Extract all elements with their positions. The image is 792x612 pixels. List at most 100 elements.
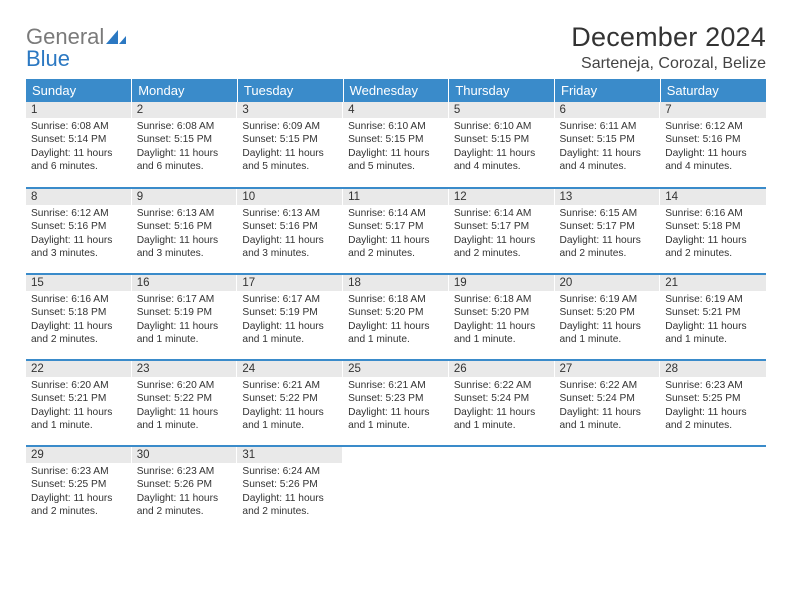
daylight-text: Daylight: 11 hours and 1 minute. [560, 406, 656, 433]
daylight-text: Daylight: 11 hours and 1 minute. [31, 406, 127, 433]
calendar-day-cell: 21Sunrise: 6:19 AMSunset: 5:21 PMDayligh… [660, 274, 766, 360]
day-number-empty [660, 447, 766, 463]
sunrise-text: Sunrise: 6:16 AM [665, 207, 761, 220]
sunrise-text: Sunrise: 6:20 AM [31, 379, 127, 392]
sunset-text: Sunset: 5:20 PM [348, 306, 444, 319]
day-number: 8 [26, 189, 132, 205]
day-number: 9 [132, 189, 238, 205]
sunrise-text: Sunrise: 6:23 AM [137, 465, 233, 478]
day-number: 18 [343, 275, 449, 291]
calendar-day-cell: 15Sunrise: 6:16 AMSunset: 5:18 PMDayligh… [26, 274, 132, 360]
logo: General Blue [26, 22, 126, 70]
sunset-text: Sunset: 5:20 PM [560, 306, 656, 319]
day-details: Sunrise: 6:18 AMSunset: 5:20 PMDaylight:… [449, 291, 555, 351]
day-number: 3 [237, 102, 343, 118]
day-number: 27 [555, 361, 661, 377]
calendar-day-cell: 19Sunrise: 6:18 AMSunset: 5:20 PMDayligh… [449, 274, 555, 360]
weekday-header: Wednesday [343, 79, 449, 102]
day-details: Sunrise: 6:17 AMSunset: 5:19 PMDaylight:… [132, 291, 238, 351]
weekday-header: Tuesday [237, 79, 343, 102]
calendar-week: 8Sunrise: 6:12 AMSunset: 5:16 PMDaylight… [26, 188, 766, 274]
sunset-text: Sunset: 5:14 PM [31, 133, 127, 146]
day-number: 29 [26, 447, 132, 463]
sunset-text: Sunset: 5:15 PM [348, 133, 444, 146]
day-details: Sunrise: 6:14 AMSunset: 5:17 PMDaylight:… [343, 205, 449, 265]
daylight-text: Daylight: 11 hours and 4 minutes. [454, 147, 550, 174]
day-number: 28 [660, 361, 766, 377]
sunset-text: Sunset: 5:15 PM [454, 133, 550, 146]
day-details: Sunrise: 6:15 AMSunset: 5:17 PMDaylight:… [555, 205, 661, 265]
calendar-day-cell: 7Sunrise: 6:12 AMSunset: 5:16 PMDaylight… [660, 102, 766, 188]
calendar-day-cell: 6Sunrise: 6:11 AMSunset: 5:15 PMDaylight… [555, 102, 661, 188]
day-number-empty [343, 447, 449, 463]
daylight-text: Daylight: 11 hours and 6 minutes. [31, 147, 127, 174]
day-details: Sunrise: 6:14 AMSunset: 5:17 PMDaylight:… [449, 205, 555, 265]
sunrise-text: Sunrise: 6:21 AM [348, 379, 444, 392]
day-number: 17 [237, 275, 343, 291]
sunset-text: Sunset: 5:18 PM [665, 220, 761, 233]
sunrise-text: Sunrise: 6:10 AM [348, 120, 444, 133]
calendar-day-cell: 2Sunrise: 6:08 AMSunset: 5:15 PMDaylight… [132, 102, 238, 188]
sunrise-text: Sunrise: 6:22 AM [560, 379, 656, 392]
daylight-text: Daylight: 11 hours and 3 minutes. [137, 234, 233, 261]
daylight-text: Daylight: 11 hours and 2 minutes. [560, 234, 656, 261]
calendar-head: SundayMondayTuesdayWednesdayThursdayFrid… [26, 79, 766, 102]
sunset-text: Sunset: 5:18 PM [31, 306, 127, 319]
daylight-text: Daylight: 11 hours and 4 minutes. [665, 147, 761, 174]
logo-text-blue: Blue [26, 46, 70, 71]
sunrise-text: Sunrise: 6:23 AM [31, 465, 127, 478]
day-details: Sunrise: 6:23 AMSunset: 5:25 PMDaylight:… [660, 377, 766, 437]
day-number: 6 [555, 102, 661, 118]
sunrise-text: Sunrise: 6:14 AM [348, 207, 444, 220]
day-number: 12 [449, 189, 555, 205]
day-details: Sunrise: 6:10 AMSunset: 5:15 PMDaylight:… [449, 118, 555, 178]
calendar-day-cell: 5Sunrise: 6:10 AMSunset: 5:15 PMDaylight… [449, 102, 555, 188]
day-number: 1 [26, 102, 132, 118]
calendar-day-cell: 17Sunrise: 6:17 AMSunset: 5:19 PMDayligh… [237, 274, 343, 360]
calendar-day-cell: 3Sunrise: 6:09 AMSunset: 5:15 PMDaylight… [237, 102, 343, 188]
day-details: Sunrise: 6:08 AMSunset: 5:14 PMDaylight:… [26, 118, 132, 178]
calendar-day-cell: 24Sunrise: 6:21 AMSunset: 5:22 PMDayligh… [237, 360, 343, 446]
sunset-text: Sunset: 5:17 PM [348, 220, 444, 233]
calendar-day-cell [449, 446, 555, 532]
day-details: Sunrise: 6:13 AMSunset: 5:16 PMDaylight:… [132, 205, 238, 265]
daylight-text: Daylight: 11 hours and 1 minute. [242, 406, 338, 433]
day-number: 22 [26, 361, 132, 377]
calendar-day-cell: 14Sunrise: 6:16 AMSunset: 5:18 PMDayligh… [660, 188, 766, 274]
day-number: 10 [237, 189, 343, 205]
day-number-empty [449, 447, 555, 463]
day-details: Sunrise: 6:17 AMSunset: 5:19 PMDaylight:… [237, 291, 343, 351]
day-details: Sunrise: 6:20 AMSunset: 5:22 PMDaylight:… [132, 377, 238, 437]
daylight-text: Daylight: 11 hours and 5 minutes. [242, 147, 338, 174]
calendar-day-cell: 28Sunrise: 6:23 AMSunset: 5:25 PMDayligh… [660, 360, 766, 446]
sunrise-text: Sunrise: 6:19 AM [560, 293, 656, 306]
daylight-text: Daylight: 11 hours and 1 minute. [348, 320, 444, 347]
sunset-text: Sunset: 5:19 PM [137, 306, 233, 319]
sunrise-text: Sunrise: 6:23 AM [665, 379, 761, 392]
sunset-text: Sunset: 5:15 PM [560, 133, 656, 146]
daylight-text: Daylight: 11 hours and 2 minutes. [31, 492, 127, 519]
daylight-text: Daylight: 11 hours and 1 minute. [665, 320, 761, 347]
day-details: Sunrise: 6:22 AMSunset: 5:24 PMDaylight:… [449, 377, 555, 437]
sunset-text: Sunset: 5:21 PM [31, 392, 127, 405]
sunrise-text: Sunrise: 6:17 AM [242, 293, 338, 306]
calendar-day-cell: 18Sunrise: 6:18 AMSunset: 5:20 PMDayligh… [343, 274, 449, 360]
sunset-text: Sunset: 5:26 PM [242, 478, 338, 491]
sunrise-text: Sunrise: 6:22 AM [454, 379, 550, 392]
weekday-header: Monday [132, 79, 238, 102]
day-details: Sunrise: 6:23 AMSunset: 5:26 PMDaylight:… [132, 463, 238, 523]
calendar-day-cell: 27Sunrise: 6:22 AMSunset: 5:24 PMDayligh… [555, 360, 661, 446]
location: Sarteneja, Corozal, Belize [571, 55, 766, 73]
sunrise-text: Sunrise: 6:12 AM [31, 207, 127, 220]
logo-sail-icon [106, 26, 126, 48]
day-details: Sunrise: 6:21 AMSunset: 5:23 PMDaylight:… [343, 377, 449, 437]
sunrise-text: Sunrise: 6:18 AM [454, 293, 550, 306]
title-block: December 2024 Sarteneja, Corozal, Belize [571, 22, 766, 73]
calendar-day-cell: 1Sunrise: 6:08 AMSunset: 5:14 PMDaylight… [26, 102, 132, 188]
sunset-text: Sunset: 5:19 PM [242, 306, 338, 319]
daylight-text: Daylight: 11 hours and 3 minutes. [242, 234, 338, 261]
day-details: Sunrise: 6:18 AMSunset: 5:20 PMDaylight:… [343, 291, 449, 351]
calendar-day-cell: 4Sunrise: 6:10 AMSunset: 5:15 PMDaylight… [343, 102, 449, 188]
weekday-header: Sunday [26, 79, 132, 102]
sunrise-text: Sunrise: 6:24 AM [242, 465, 338, 478]
